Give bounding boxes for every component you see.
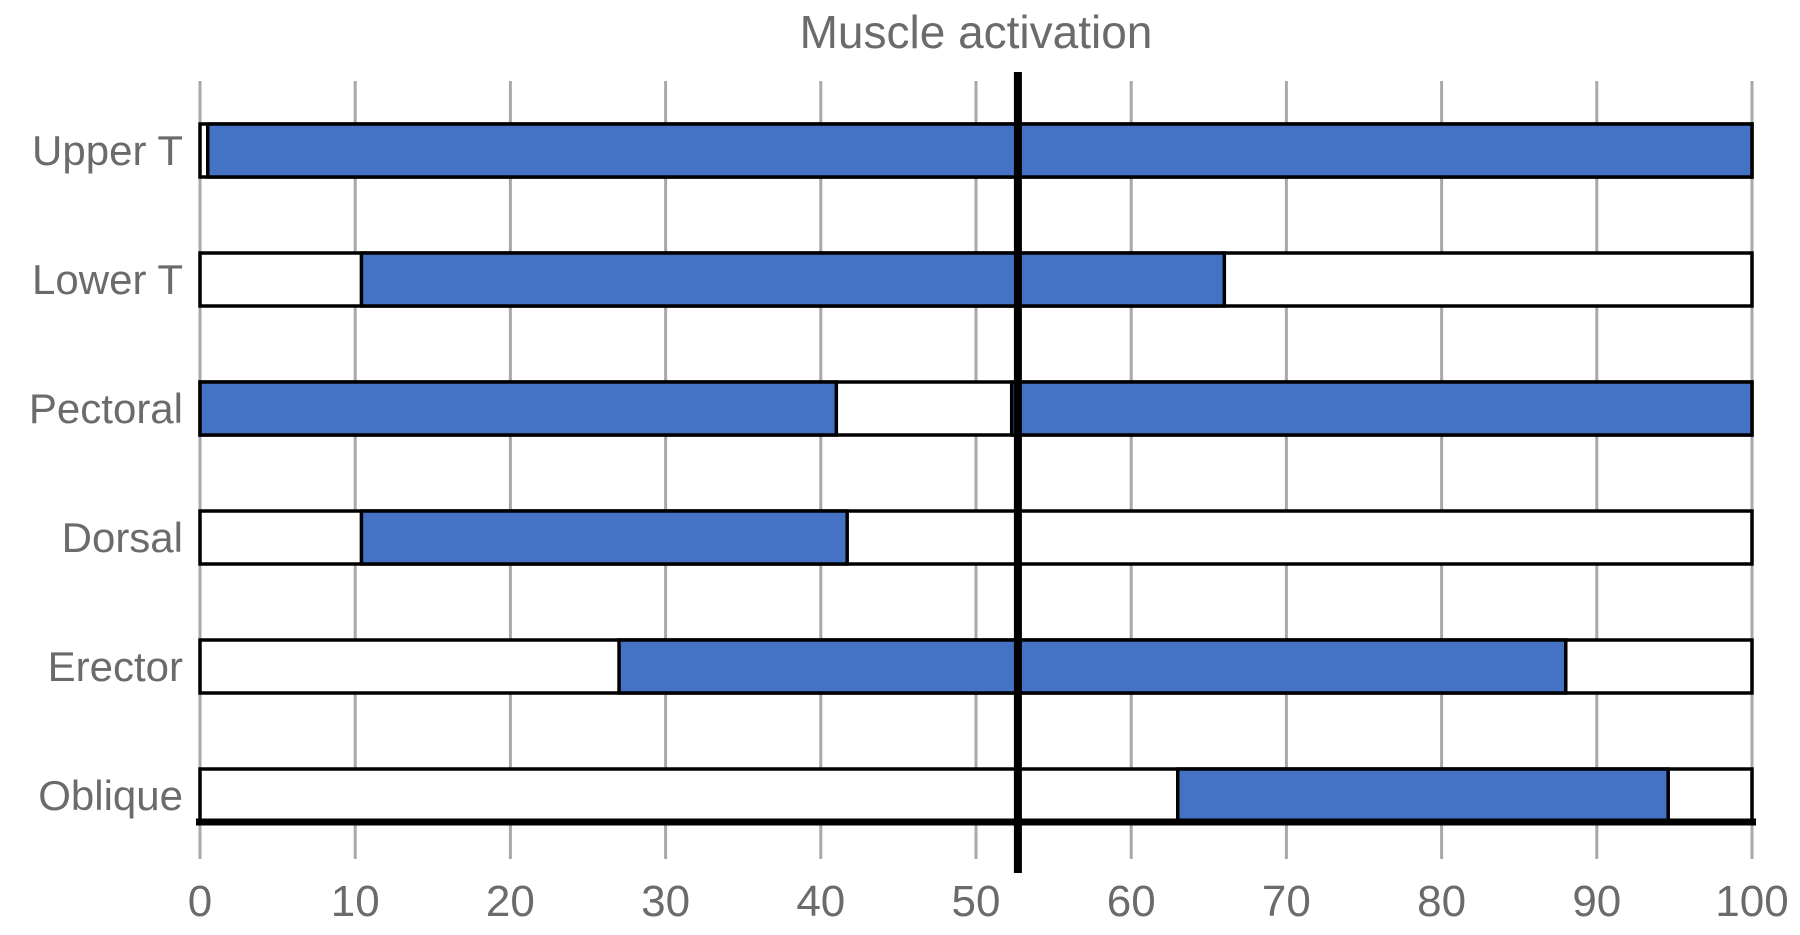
value-bar — [206, 122, 1754, 179]
x-tick-label: 50 — [952, 877, 1001, 926]
value-bar — [1009, 380, 1754, 437]
axis-layer — [196, 818, 1756, 859]
x-tick-label: 40 — [796, 877, 845, 926]
x-tick-label: 90 — [1572, 877, 1621, 926]
value-bar — [617, 638, 1568, 695]
category-label: Erector — [48, 643, 183, 690]
category-label: Lower T — [32, 256, 183, 303]
value-bar — [359, 251, 1227, 308]
value-bar — [198, 380, 839, 437]
x-tick-label: 0 — [188, 877, 212, 926]
x-tick-label: 60 — [1107, 877, 1156, 926]
chart-title: Muscle activation — [800, 6, 1153, 58]
category-label: Upper T — [32, 127, 183, 174]
x-tick-label: 10 — [331, 877, 380, 926]
bars-layer — [198, 122, 1754, 824]
x-tick-label: 80 — [1417, 877, 1466, 926]
label-layer: 0 10 20 30 40 50 60 70 80 90 100 Upper T Lower T Pect… — [29, 127, 1789, 926]
x-tick-label: 100 — [1715, 877, 1788, 926]
x-tick-label: 70 — [1262, 877, 1311, 926]
x-tick-label: 20 — [486, 877, 535, 926]
value-bar — [359, 509, 849, 566]
grid-layer — [198, 81, 1754, 822]
x-tick-label: 30 — [641, 877, 690, 926]
value-bar — [1176, 767, 1670, 824]
category-label: Oblique — [38, 772, 183, 819]
category-label: Pectoral — [29, 385, 183, 432]
category-label: Dorsal — [62, 514, 183, 561]
